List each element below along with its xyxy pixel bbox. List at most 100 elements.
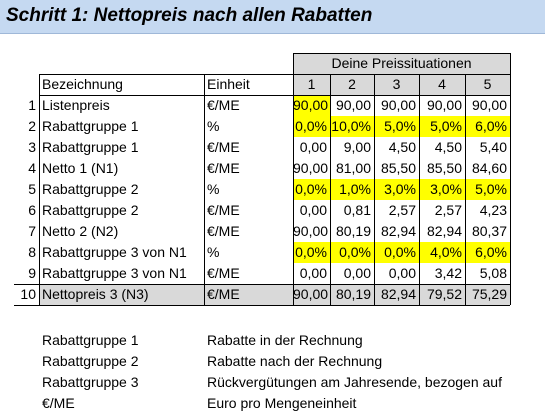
row-unit: €/ME bbox=[207, 160, 240, 176]
value-cell[interactable]: 1,0% bbox=[330, 179, 374, 200]
value-cell[interactable]: 0,00 bbox=[299, 139, 327, 155]
value-cell[interactable]: 0,0% bbox=[374, 242, 419, 263]
value-cell[interactable]: 3,0% bbox=[374, 179, 419, 200]
value-cell[interactable]: 5,08 bbox=[479, 265, 507, 281]
grid-vline bbox=[510, 53, 511, 305]
grid-vline bbox=[374, 74, 375, 305]
value-cell[interactable]: 5,0% bbox=[465, 179, 510, 200]
value-cell[interactable]: 90,00 bbox=[471, 97, 507, 113]
grid-vline bbox=[39, 74, 40, 305]
title-bar: Schritt 1: Nettopreis nach allen Rabatte… bbox=[0, 0, 545, 34]
row-label-text: Listenpreis bbox=[42, 97, 110, 113]
grid-hline bbox=[39, 74, 293, 75]
row-unit: % bbox=[207, 118, 220, 134]
value-cell[interactable]: 2,57 bbox=[434, 202, 462, 218]
column-header-einheit: Einheit bbox=[207, 76, 250, 92]
value-cell[interactable]: 0,81 bbox=[343, 202, 371, 218]
value-cell[interactable]: 90,00 bbox=[293, 95, 330, 116]
value-cell[interactable]: 5,0% bbox=[374, 116, 419, 137]
value-cell[interactable]: 82,94 bbox=[426, 223, 462, 239]
value-cell[interactable]: 75,29 bbox=[465, 284, 510, 305]
row-number: 4 bbox=[28, 160, 36, 176]
value-cell[interactable]: 84,60 bbox=[471, 160, 507, 176]
column-header-bezeichnung: Bezeichnung bbox=[42, 76, 123, 92]
value-cell[interactable]: 10,0% bbox=[330, 116, 374, 137]
value-cell[interactable]: 9,00 bbox=[343, 139, 371, 155]
value-cell[interactable]: 85,50 bbox=[380, 160, 416, 176]
value-cell[interactable]: 80,37 bbox=[471, 223, 507, 239]
value-cell[interactable]: 90,00 bbox=[293, 284, 330, 305]
row-unit: €/ME bbox=[204, 284, 293, 305]
row-number: 8 bbox=[28, 244, 36, 260]
value-cell[interactable]: 0,0% bbox=[293, 116, 330, 137]
value-cell[interactable]: 5,40 bbox=[479, 139, 507, 155]
value-cell[interactable]: 82,94 bbox=[374, 284, 419, 305]
value-cell[interactable]: 82,94 bbox=[380, 223, 416, 239]
legend-term: €/ME bbox=[42, 395, 75, 411]
value-cell[interactable]: 3,42 bbox=[434, 265, 462, 281]
value-cell[interactable]: 0,0% bbox=[293, 179, 330, 200]
value-cell[interactable]: 0,00 bbox=[299, 202, 327, 218]
row-number: 6 bbox=[28, 202, 36, 218]
value-cell[interactable]: 90,00 bbox=[293, 160, 329, 176]
value-cell[interactable]: 4,50 bbox=[388, 139, 416, 155]
row-unit: €/ME bbox=[207, 223, 240, 239]
row-label-text: Rabattgruppe 2 bbox=[42, 202, 139, 218]
row-unit: €/ME bbox=[207, 139, 240, 155]
value-cell[interactable]: 80,19 bbox=[335, 223, 371, 239]
legend-term: Rabattgruppe 3 bbox=[42, 374, 139, 390]
row-label-text: Rabattgruppe 3 von N1 bbox=[42, 265, 187, 281]
value-cell[interactable]: 2,57 bbox=[388, 202, 416, 218]
group-header: Deine Preissituationen bbox=[293, 53, 510, 74]
legend-description: Rabatte nach der Rechnung bbox=[207, 353, 383, 369]
row-number: 3 bbox=[28, 139, 36, 155]
column-header-situation: 3 bbox=[374, 74, 419, 95]
value-cell[interactable]: 85,50 bbox=[426, 160, 462, 176]
value-cell[interactable]: 79,52 bbox=[419, 284, 465, 305]
value-cell[interactable]: 90,00 bbox=[293, 223, 329, 239]
value-cell[interactable]: 4,23 bbox=[479, 202, 507, 218]
legend-term: Rabattgruppe 2 bbox=[42, 353, 139, 369]
row-label-text: Rabattgruppe 1 bbox=[42, 118, 139, 134]
row-label-text: Rabattgruppe 2 bbox=[42, 181, 139, 197]
value-cell[interactable]: 4,0% bbox=[419, 242, 465, 263]
row-number: 10 bbox=[20, 286, 36, 302]
grid-vline bbox=[465, 74, 466, 305]
value-cell[interactable]: 0,0% bbox=[330, 242, 374, 263]
value-cell[interactable]: 80,19 bbox=[330, 284, 374, 305]
row-label-text: Rabattgruppe 3 von N1 bbox=[42, 244, 187, 260]
legend-description: Euro pro Mengeneinheit bbox=[207, 395, 357, 411]
value-cell[interactable]: 6,0% bbox=[465, 116, 510, 137]
value-cell[interactable]: 0,00 bbox=[299, 265, 327, 281]
value-cell[interactable]: 4,50 bbox=[434, 139, 462, 155]
column-header-situation: 5 bbox=[465, 74, 510, 95]
legend-description: Rabatte in der Rechnung bbox=[207, 332, 363, 348]
row-number: 9 bbox=[28, 265, 36, 281]
column-header-situation: 4 bbox=[419, 74, 465, 95]
grid-vline bbox=[204, 74, 205, 305]
value-cell[interactable]: 90,00 bbox=[380, 97, 416, 113]
value-cell[interactable]: 5,0% bbox=[419, 116, 465, 137]
value-cell[interactable]: 0,00 bbox=[388, 265, 416, 281]
row-label-text: Nettopreis 3 (N3) bbox=[42, 284, 206, 305]
row-label-text: Netto 2 (N2) bbox=[42, 223, 119, 239]
row-number: 5 bbox=[28, 181, 36, 197]
legend-term: Rabattgruppe 1 bbox=[42, 332, 139, 348]
value-cell[interactable]: 81,00 bbox=[335, 160, 371, 176]
grid-hline bbox=[293, 53, 510, 54]
grid-vline bbox=[330, 74, 331, 305]
value-cell[interactable]: 90,00 bbox=[335, 97, 371, 113]
value-cell[interactable]: 0,00 bbox=[343, 265, 371, 281]
value-cell[interactable]: 3,0% bbox=[419, 179, 465, 200]
value-cell[interactable]: 90,00 bbox=[426, 97, 462, 113]
value-cell[interactable]: 0,0% bbox=[293, 242, 330, 263]
row-number: 2 bbox=[28, 118, 36, 134]
value-cell[interactable]: 6,0% bbox=[465, 242, 510, 263]
grid-hline bbox=[293, 74, 510, 75]
row-label-text: Netto 1 (N1) bbox=[42, 160, 119, 176]
column-header-situation: 2 bbox=[330, 74, 374, 95]
row-number: 1 bbox=[28, 97, 36, 113]
row-unit: % bbox=[207, 181, 220, 197]
grid-hline bbox=[39, 95, 510, 96]
column-header-situation: 1 bbox=[293, 74, 330, 95]
